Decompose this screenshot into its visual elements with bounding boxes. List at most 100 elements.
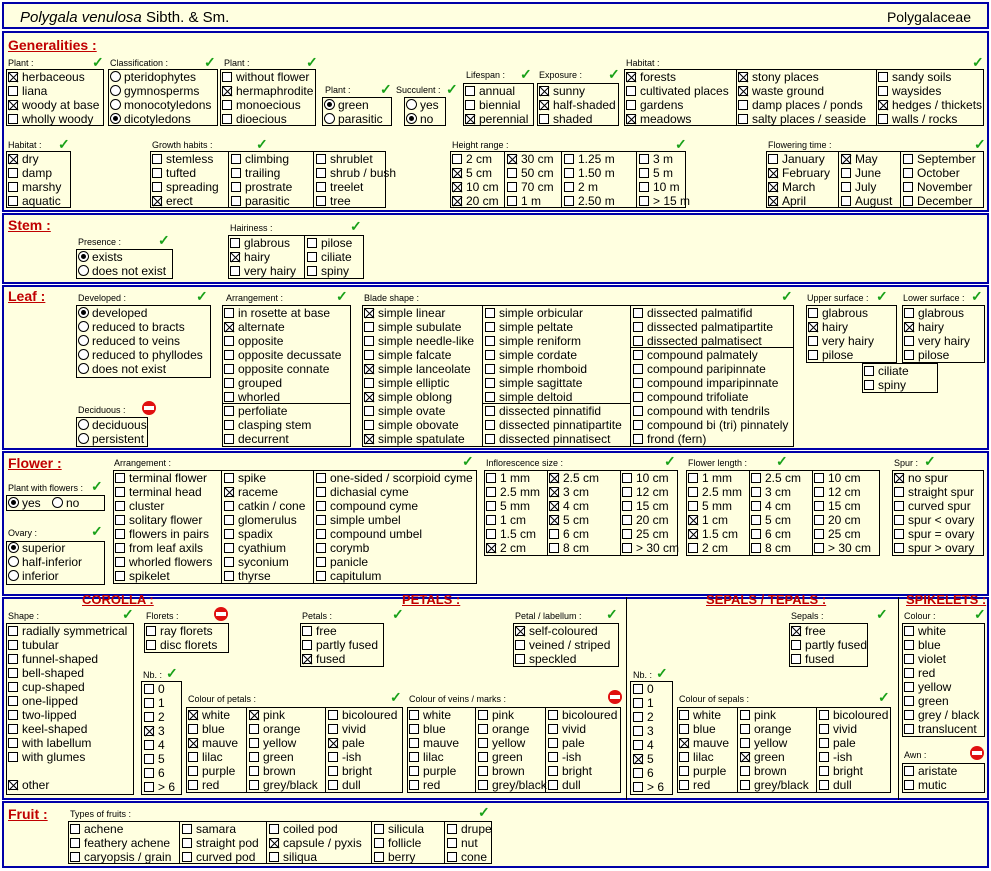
checkbox[interactable] [302,654,312,664]
checkbox[interactable] [307,252,317,262]
checkbox[interactable] [188,724,198,734]
checkbox[interactable] [622,501,632,511]
checkbox[interactable] [633,684,643,694]
checkbox[interactable] [249,752,259,762]
checkbox[interactable] [814,515,824,525]
radio-button[interactable] [406,113,417,124]
checkbox[interactable] [679,766,689,776]
checkbox[interactable] [316,182,326,192]
checkbox[interactable] [231,154,241,164]
checkbox[interactable] [904,766,914,776]
checkbox[interactable] [894,487,904,497]
checkbox[interactable] [249,710,259,720]
checkbox[interactable] [486,501,496,511]
checkbox[interactable] [622,543,632,553]
checkbox[interactable] [819,766,829,776]
checkbox[interactable] [152,196,162,206]
checkbox[interactable] [8,724,18,734]
checkbox[interactable] [144,698,154,708]
checkbox[interactable] [452,154,462,164]
checkbox[interactable] [633,754,643,764]
checkbox[interactable] [269,838,279,848]
checkbox[interactable] [878,100,888,110]
checkbox[interactable] [485,406,495,416]
checkbox[interactable] [374,824,384,834]
checkbox[interactable] [548,724,558,734]
checkbox[interactable] [904,696,914,706]
checkbox[interactable] [465,114,475,124]
checkbox[interactable] [231,196,241,206]
checkbox[interactable] [639,196,649,206]
checkbox[interactable] [224,434,234,444]
checkbox[interactable] [478,780,488,790]
checkbox[interactable] [485,336,495,346]
checkbox[interactable] [328,766,338,776]
checkbox[interactable] [841,182,851,192]
checkbox[interactable] [364,406,374,416]
checkbox[interactable] [465,100,475,110]
checkbox[interactable] [894,529,904,539]
checkbox[interactable] [409,752,419,762]
checkbox[interactable] [224,350,234,360]
checkbox[interactable] [507,196,517,206]
checkbox[interactable] [316,515,326,525]
checkbox[interactable] [328,710,338,720]
checkbox[interactable] [814,473,824,483]
checkbox[interactable] [486,473,496,483]
checkbox[interactable] [768,182,778,192]
checkbox[interactable] [539,86,549,96]
checkbox[interactable] [478,724,488,734]
checkbox[interactable] [819,724,829,734]
radio-button[interactable] [110,99,121,110]
checkbox[interactable] [626,86,636,96]
checkbox[interactable] [740,710,750,720]
checkbox[interactable] [316,529,326,539]
checkbox[interactable] [894,473,904,483]
checkbox[interactable] [249,738,259,748]
checkbox[interactable] [878,72,888,82]
checkbox[interactable] [841,154,851,164]
checkbox[interactable] [409,724,419,734]
checkbox[interactable] [316,543,326,553]
checkbox[interactable] [8,72,18,82]
radio-button[interactable] [8,570,19,581]
checkbox[interactable] [633,336,643,346]
radio-button[interactable] [78,419,89,430]
checkbox[interactable] [751,487,761,497]
radio-button[interactable] [78,307,89,318]
checkbox[interactable] [328,780,338,790]
checkbox[interactable] [768,154,778,164]
checkbox[interactable] [115,543,125,553]
checkbox[interactable] [364,392,374,402]
checkbox[interactable] [364,420,374,430]
radio-button[interactable] [324,113,335,124]
checkbox[interactable] [738,100,748,110]
checkbox[interactable] [144,740,154,750]
checkbox[interactable] [144,712,154,722]
checkbox[interactable] [447,824,457,834]
checkbox[interactable] [452,196,462,206]
checkbox[interactable] [633,782,643,792]
checkbox[interactable] [231,168,241,178]
checkbox[interactable] [144,726,154,736]
checkbox[interactable] [222,114,232,124]
checkbox[interactable] [903,154,913,164]
checkbox[interactable] [485,364,495,374]
checkbox[interactable] [182,852,192,862]
checkbox[interactable] [633,378,643,388]
checkbox[interactable] [738,86,748,96]
checkbox[interactable] [478,710,488,720]
radio-button[interactable] [406,99,417,110]
checkbox[interactable] [302,626,312,636]
checkbox[interactable] [507,168,517,178]
checkbox[interactable] [485,308,495,318]
checkbox[interactable] [904,710,914,720]
checkbox[interactable] [688,529,698,539]
checkbox[interactable] [485,392,495,402]
checkbox[interactable] [307,238,317,248]
checkbox[interactable] [904,626,914,636]
checkbox[interactable] [8,114,18,124]
checkbox[interactable] [316,557,326,567]
checkbox[interactable] [791,626,801,636]
checkbox[interactable] [633,350,643,360]
